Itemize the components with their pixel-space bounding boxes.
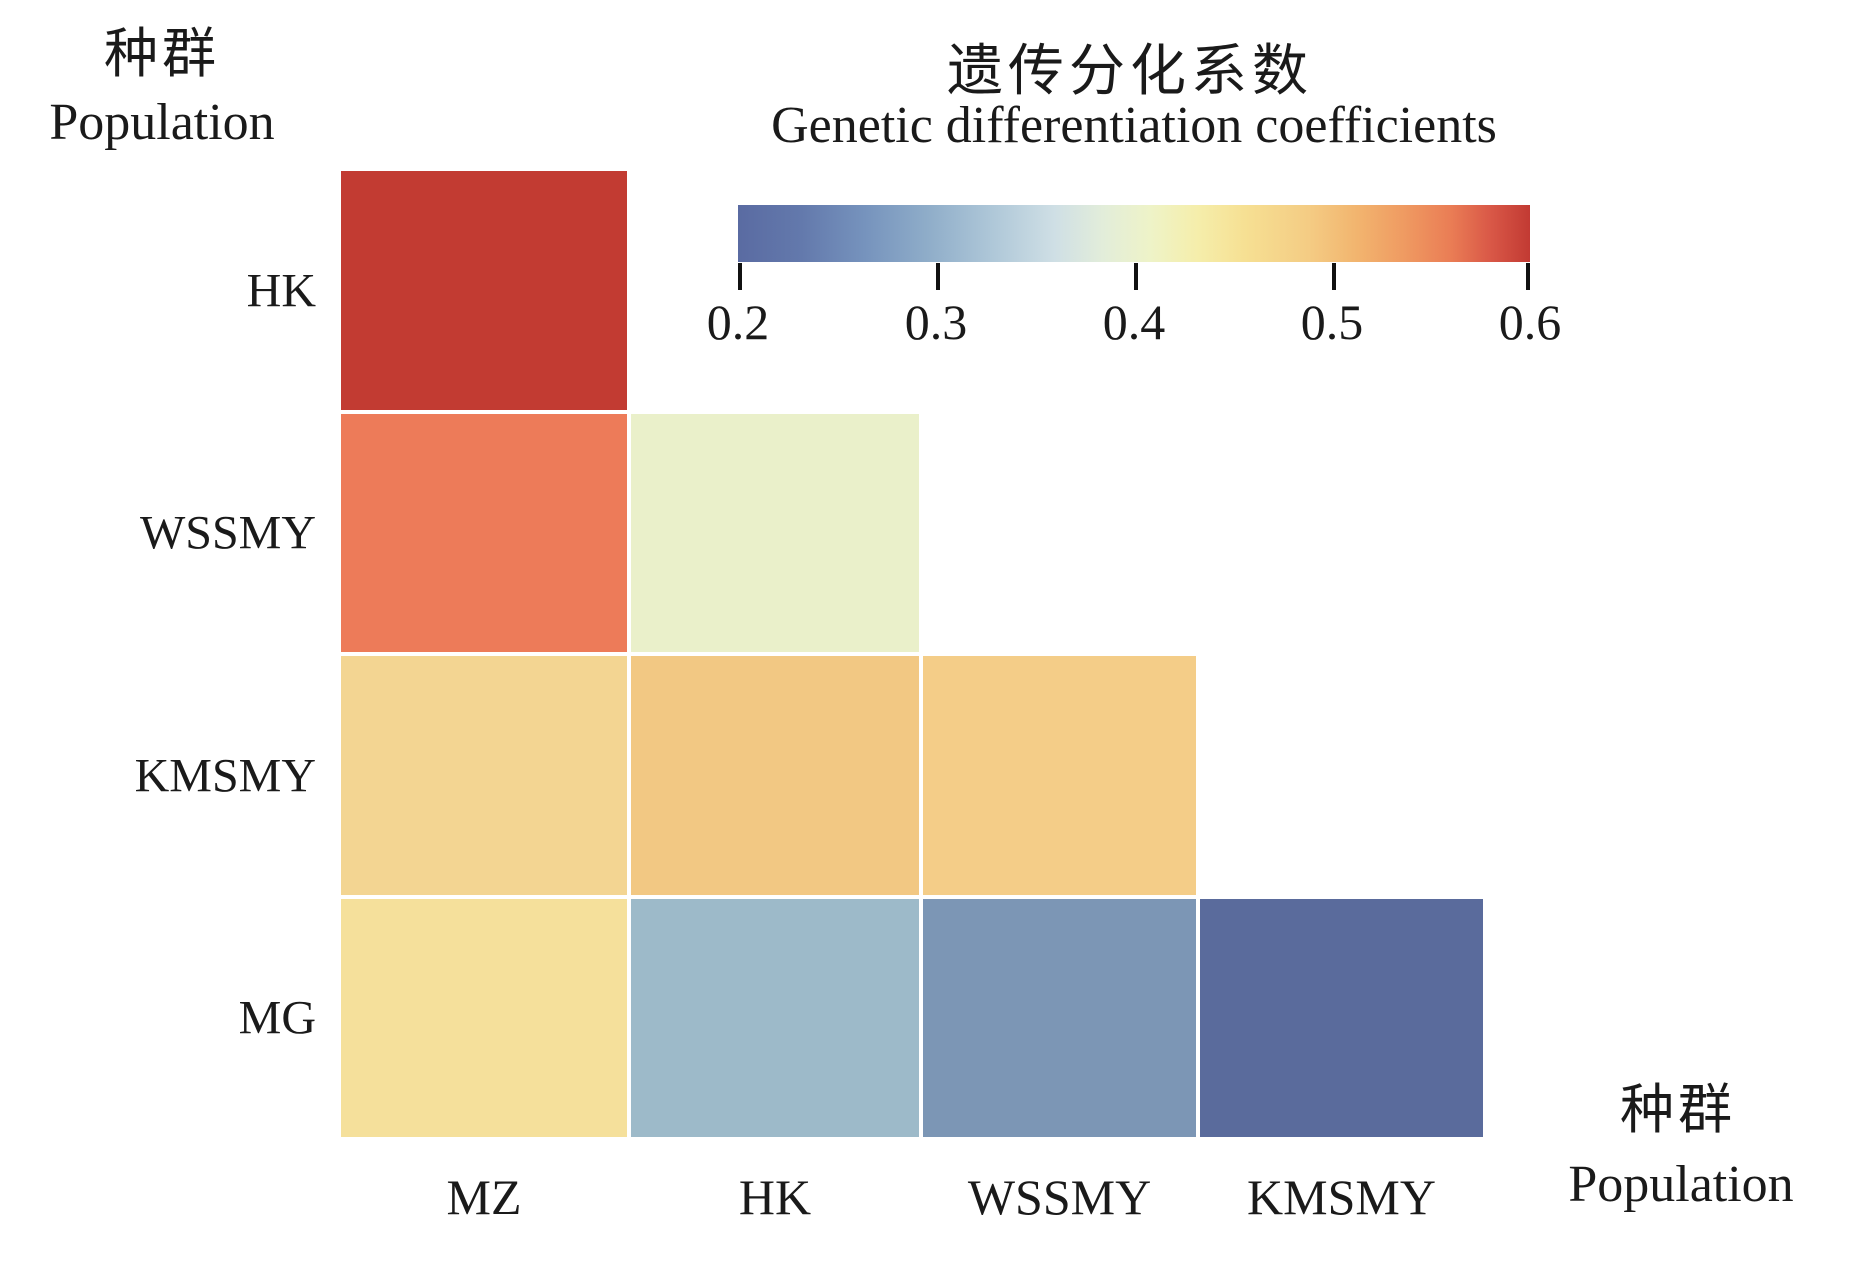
heatmap-cell-WSSMY-MG [923,899,1196,1137]
x-axis-label-MZ: MZ [446,1169,522,1225]
colorbar-tick-mark [738,263,742,290]
colorbar-tick-label: 0.5 [1300,294,1364,350]
heatmap-cell-MZ-KMSMY [341,656,627,895]
x-axis-label-WSSMY: WSSMY [967,1169,1152,1225]
heatmap-cell-HK-KMSMY [631,656,919,895]
y-axis-title-en: Population [49,94,275,151]
y-axis-label-KMSMY: KMSMY [134,749,316,802]
colorbar-tick-label: 0.3 [904,294,968,350]
legend-title-cn: 遗传分化系数 [947,41,1313,103]
heatmap-cell-MZ-MG [341,899,627,1137]
colorbar-tick-mark [936,263,940,290]
colorbar-tick-mark [1526,263,1530,290]
heatmap-cell-KMSMY-MG [1200,899,1483,1137]
heatmap-cell-WSSMY-KMSMY [923,656,1196,895]
colorbar-tick-label: 0.2 [706,294,770,350]
heatmap-cell-MZ-HK [341,171,627,410]
y-axis-label-HK: HK [246,264,316,317]
heatmap-cell-HK-WSSMY [631,414,919,652]
heatmap-cell-MZ-WSSMY [341,414,627,652]
colorbar-tick-label: 0.6 [1498,294,1562,350]
colorbar-gradient [738,205,1530,262]
x-axis-title-cn: 种群 [1620,1080,1736,1140]
x-axis-title-en: Population [1568,1156,1794,1213]
heatmap-cell-HK-MG [631,899,919,1137]
x-axis-label-KMSMY: KMSMY [1247,1169,1436,1225]
colorbar-tick-mark [1332,263,1336,290]
colorbar-tick-mark [1134,263,1138,290]
legend-title-en: Genetic differentiation coefficients [771,97,1497,154]
y-axis-label-WSSMY: WSSMY [139,506,316,560]
x-axis-label-HK: HK [738,1169,812,1225]
y-axis-label-MG: MG [238,991,316,1045]
y-axis-title-cn: 种群 [104,24,220,84]
colorbar-tick-label: 0.4 [1102,294,1166,350]
